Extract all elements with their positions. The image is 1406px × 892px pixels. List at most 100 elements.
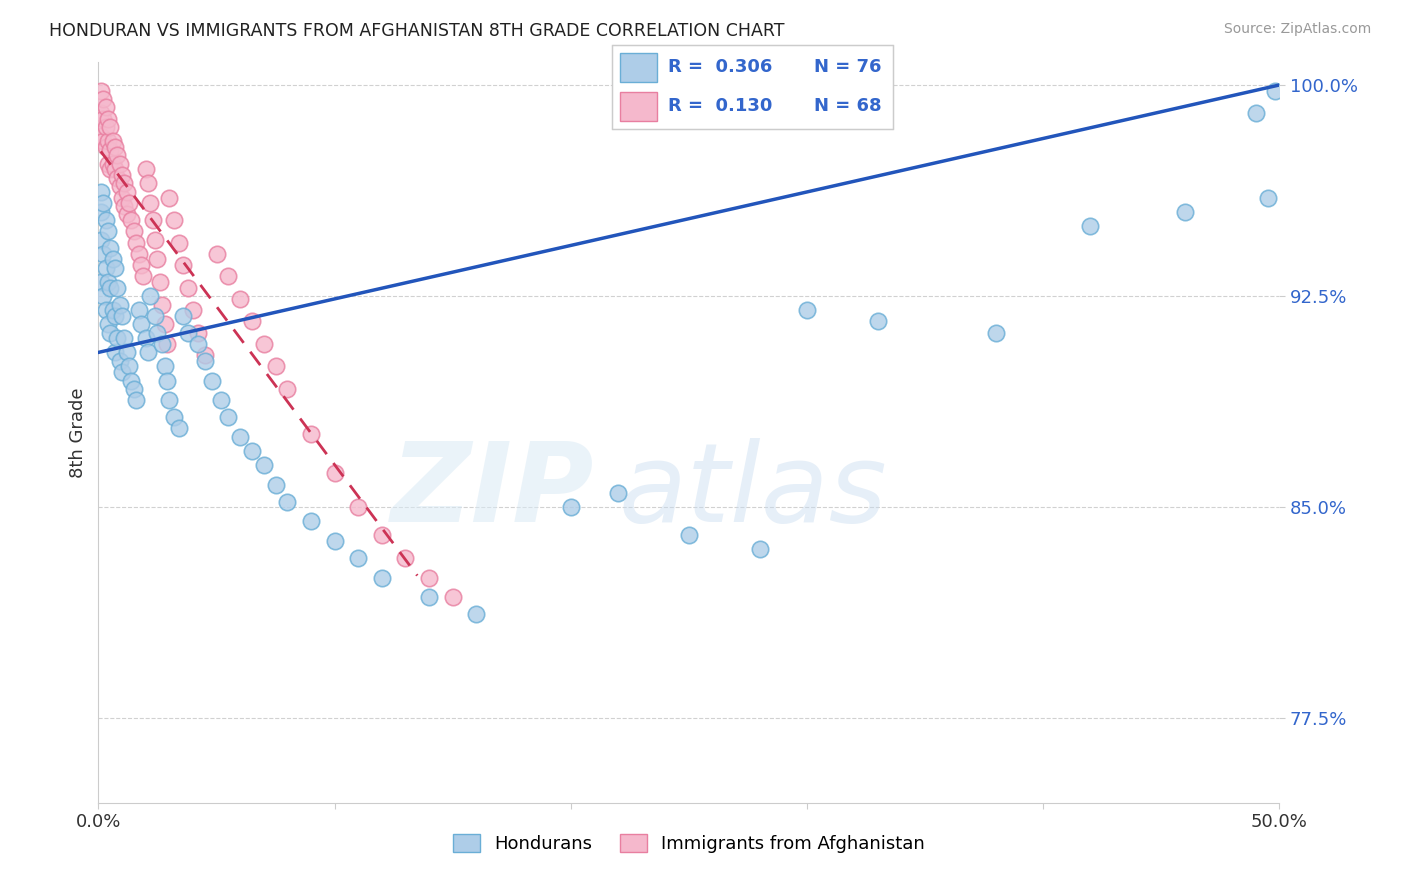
Point (104, 162, 127, 177)
Bar (620, 54, 657, 82)
Point (94, 100, 117, 114)
Point (105, 170, 128, 185)
Y-axis label: 8th Grade: 8th Grade (69, 387, 87, 478)
Point (1257, 190, 1279, 204)
Point (97, 224, 120, 238)
Text: atlas: atlas (619, 438, 887, 545)
Point (97, 157, 120, 171)
Point (394, 550, 416, 565)
Text: Source: ZipAtlas.com: Source: ZipAtlas.com (1223, 22, 1371, 37)
Point (209, 393, 232, 408)
Point (97, 134, 120, 148)
Bar (620, 92, 657, 120)
Point (150, 297, 173, 311)
Point (150, 337, 173, 351)
Point (121, 374, 143, 388)
Point (90, 106, 112, 120)
Point (90, 275, 112, 289)
Text: R =  0.306: R = 0.306 (668, 59, 772, 77)
Point (163, 213, 186, 227)
Point (143, 233, 166, 247)
Point (104, 309, 127, 323)
Point (112, 199, 135, 213)
Point (98, 241, 121, 255)
Point (136, 345, 159, 359)
Point (1244, 106, 1267, 120)
Point (187, 326, 209, 340)
Point (125, 393, 148, 408)
Point (90, 185, 112, 199)
Point (132, 269, 155, 284)
Point (371, 528, 394, 542)
Point (264, 477, 287, 491)
Point (347, 550, 370, 565)
Point (111, 365, 134, 379)
Point (217, 410, 239, 425)
Point (418, 591, 440, 605)
Point (128, 247, 150, 261)
Point (105, 331, 128, 345)
Point (111, 168, 134, 182)
Point (167, 235, 190, 250)
Text: R =  0.130: R = 0.130 (668, 97, 772, 115)
Point (90, 128, 112, 143)
Point (194, 348, 217, 362)
Point (143, 309, 166, 323)
Point (122, 224, 145, 238)
Point (129, 258, 152, 272)
Point (347, 500, 370, 515)
Point (240, 314, 263, 328)
Point (98, 143, 121, 157)
Point (1264, 84, 1286, 98)
Point (177, 280, 200, 294)
Point (217, 269, 239, 284)
Point (94, 120, 117, 135)
Point (104, 140, 127, 154)
Point (97, 112, 120, 126)
Point (101, 157, 124, 171)
Point (111, 309, 134, 323)
Point (299, 427, 322, 442)
Text: HONDURAN VS IMMIGRANTS FROM AFGHANISTAN 8TH GRADE CORRELATION CHART: HONDURAN VS IMMIGRANTS FROM AFGHANISTAN … (49, 22, 785, 40)
Point (115, 345, 138, 359)
Point (118, 196, 141, 211)
Point (105, 280, 128, 294)
Point (108, 179, 131, 194)
Point (149, 275, 172, 289)
Point (229, 430, 252, 444)
Point (97, 317, 120, 331)
Point (177, 326, 200, 340)
Point (560, 500, 582, 515)
Point (125, 235, 148, 250)
Point (90, 84, 112, 98)
Text: N = 76: N = 76 (814, 59, 882, 77)
Point (139, 196, 162, 211)
Point (153, 359, 176, 374)
Point (299, 514, 322, 528)
Point (984, 326, 1007, 340)
Point (128, 303, 150, 318)
Point (135, 162, 157, 177)
Point (91, 134, 114, 148)
Point (91, 92, 114, 106)
Point (94, 140, 117, 154)
Point (253, 458, 276, 472)
Point (323, 467, 346, 481)
Point (91, 247, 114, 261)
Point (163, 410, 186, 425)
Point (1174, 204, 1197, 219)
Point (866, 314, 889, 328)
Point (371, 571, 394, 585)
Point (129, 317, 152, 331)
Point (91, 196, 114, 211)
Point (253, 337, 276, 351)
Point (157, 190, 180, 204)
Point (418, 571, 440, 585)
Point (748, 542, 770, 557)
Point (264, 359, 287, 374)
Point (139, 289, 162, 303)
Point (122, 382, 145, 396)
Point (115, 207, 138, 221)
Point (146, 252, 169, 267)
Point (323, 534, 346, 549)
